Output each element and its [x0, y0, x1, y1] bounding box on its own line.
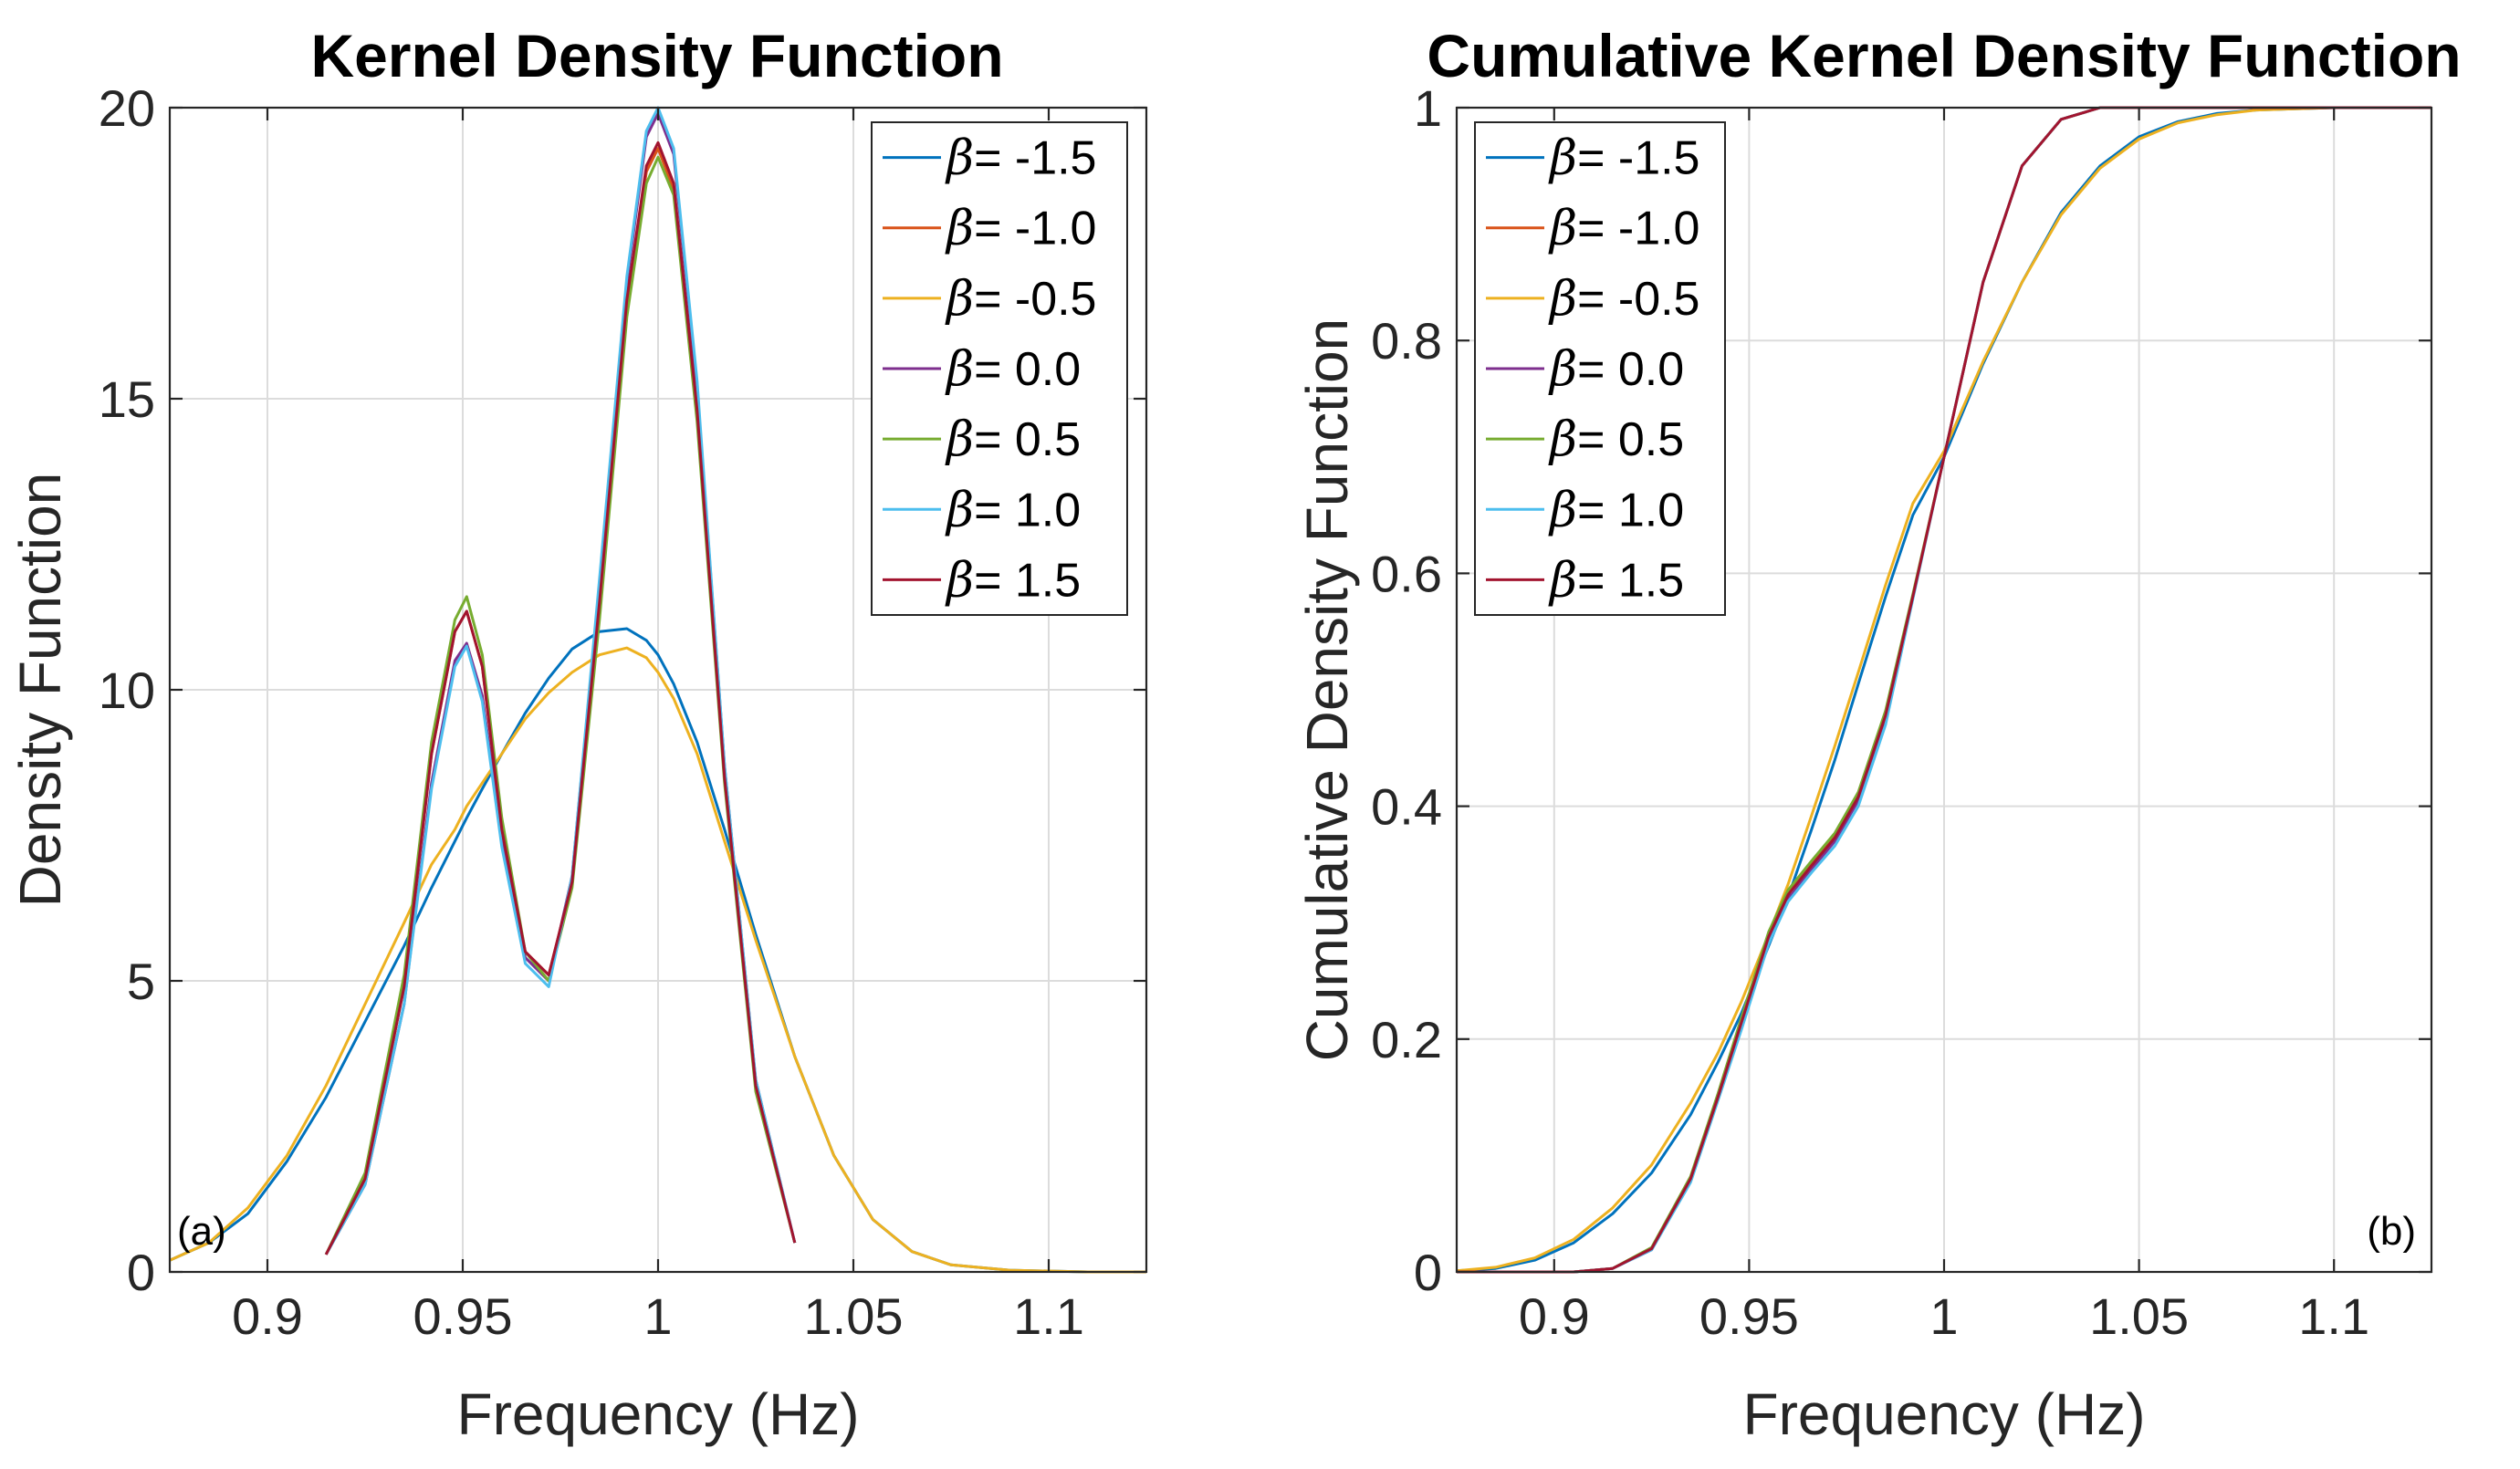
beta-symbol: β — [1548, 342, 1577, 397]
x-tick-label: 1.1 — [2298, 1287, 2369, 1345]
legend-label-1: β= -1.0 — [1548, 202, 1699, 256]
legend-value: = -1.5 — [974, 132, 1096, 185]
y-tick-label: 0.2 — [1371, 1011, 1442, 1068]
y-tick-label: 0.4 — [1371, 778, 1442, 836]
beta-symbol: β — [945, 202, 974, 256]
beta-symbol: β — [945, 412, 974, 467]
x-tick-label: 0.95 — [413, 1287, 513, 1345]
x-tick-label: 0.9 — [232, 1287, 303, 1345]
beta-symbol: β — [1548, 202, 1577, 256]
legend-value: = 0.0 — [974, 343, 1081, 396]
x-tick-label: 1 — [643, 1287, 672, 1345]
beta-symbol: β — [945, 553, 974, 608]
beta-symbol: β — [1548, 412, 1577, 467]
beta-symbol: β — [1548, 272, 1577, 327]
legend-label-5: β= 1.0 — [1548, 483, 1684, 537]
legend-label-3: β= 0.0 — [1548, 342, 1684, 397]
beta-symbol: β — [945, 483, 974, 537]
legend-value: = 1.0 — [1577, 484, 1684, 537]
beta-symbol: β — [1548, 553, 1577, 608]
legend-label-6: β= 1.5 — [945, 553, 1081, 608]
chart-title: Cumulative Kernel Density Function — [1427, 22, 2461, 89]
legend-label-0: β= -1.5 — [1548, 131, 1699, 186]
legend-label-4: β= 0.5 — [1548, 412, 1684, 467]
y-tick-label: 10 — [99, 662, 155, 719]
y-axis-label: Cumulative Density Function — [1294, 318, 1360, 1062]
legend-label-0: β= -1.5 — [945, 131, 1096, 186]
series-line-6 — [324, 141, 797, 1255]
beta-symbol: β — [945, 131, 974, 186]
panel-b: 0.9 0.95 1 1.05 1.100.20.40.60.81Cumulative … — [1294, 22, 2462, 1447]
beta-symbol: β — [945, 272, 974, 327]
beta-symbol: β — [1548, 131, 1577, 186]
legend-value: = 0.0 — [1577, 343, 1684, 396]
y-tick-label: 0 — [1414, 1244, 1442, 1301]
legend-label-5: β= 1.0 — [945, 483, 1081, 537]
legend-value: = 0.5 — [974, 413, 1081, 466]
x-axis-label: Frequency (Hz) — [1743, 1381, 2146, 1447]
legend-label-2: β= -0.5 — [945, 272, 1096, 327]
legend-value: = 1.5 — [1577, 554, 1684, 607]
y-tick-label: 0.8 — [1371, 312, 1442, 370]
x-tick-label: 0.95 — [1699, 1287, 1799, 1345]
legend-label-6: β= 1.5 — [1548, 553, 1684, 608]
panel-tag: (b) — [2367, 1209, 2416, 1254]
legend-value: = 1.5 — [974, 554, 1081, 607]
legend: β= -1.5β= -1.0β= -0.5β= 0.0β= 0.5β= 1.0β… — [1474, 121, 1726, 616]
y-tick-label: 5 — [127, 953, 155, 1010]
y-tick-label: 0 — [127, 1244, 155, 1301]
chart-title: Kernel Density Function — [310, 22, 1003, 89]
y-tick-label: 1 — [1414, 79, 1442, 137]
legend-value: = -1.0 — [1577, 203, 1699, 255]
legend: β= -1.5β= -1.0β= -0.5β= 0.0β= 0.5β= 1.0β… — [871, 121, 1128, 616]
x-tick-label: 0.9 — [1519, 1287, 1590, 1345]
legend-label-1: β= -1.0 — [945, 202, 1096, 256]
legend-value: = -1.0 — [974, 203, 1096, 255]
y-tick-label: 0.6 — [1371, 545, 1442, 602]
legend-value: = -0.5 — [1577, 273, 1699, 326]
legend-value: = 1.0 — [974, 484, 1081, 537]
legend-value: = -1.5 — [1577, 132, 1699, 185]
x-tick-label: 1.05 — [804, 1287, 904, 1345]
x-axis-label: Frequency (Hz) — [457, 1381, 860, 1447]
legend-label-4: β= 0.5 — [945, 412, 1081, 467]
legend-value: = -0.5 — [974, 273, 1096, 326]
x-tick-label: 1.1 — [1013, 1287, 1084, 1345]
legend-label-2: β= -0.5 — [1548, 272, 1699, 327]
beta-symbol: β — [1548, 483, 1577, 537]
series-line-2 — [169, 646, 1146, 1274]
panel-a: 0.9 0.95 1 1.05 1.1 0 5 10 15 20 Kernel Density Fu… — [7, 22, 1148, 1447]
x-tick-label: 1 — [1929, 1287, 1958, 1345]
legend-label-3: β= 0.0 — [945, 342, 1081, 397]
y-tick-label: 20 — [99, 79, 155, 137]
panel-tag: (a) — [177, 1209, 226, 1254]
beta-symbol: β — [945, 342, 974, 397]
legend-value: = 0.5 — [1577, 413, 1684, 466]
y-axis-label: Density Function — [7, 473, 73, 908]
x-tick-label: 1.05 — [2089, 1287, 2189, 1345]
y-tick-label: 15 — [99, 370, 155, 428]
series-line-2 — [1456, 106, 2431, 1273]
